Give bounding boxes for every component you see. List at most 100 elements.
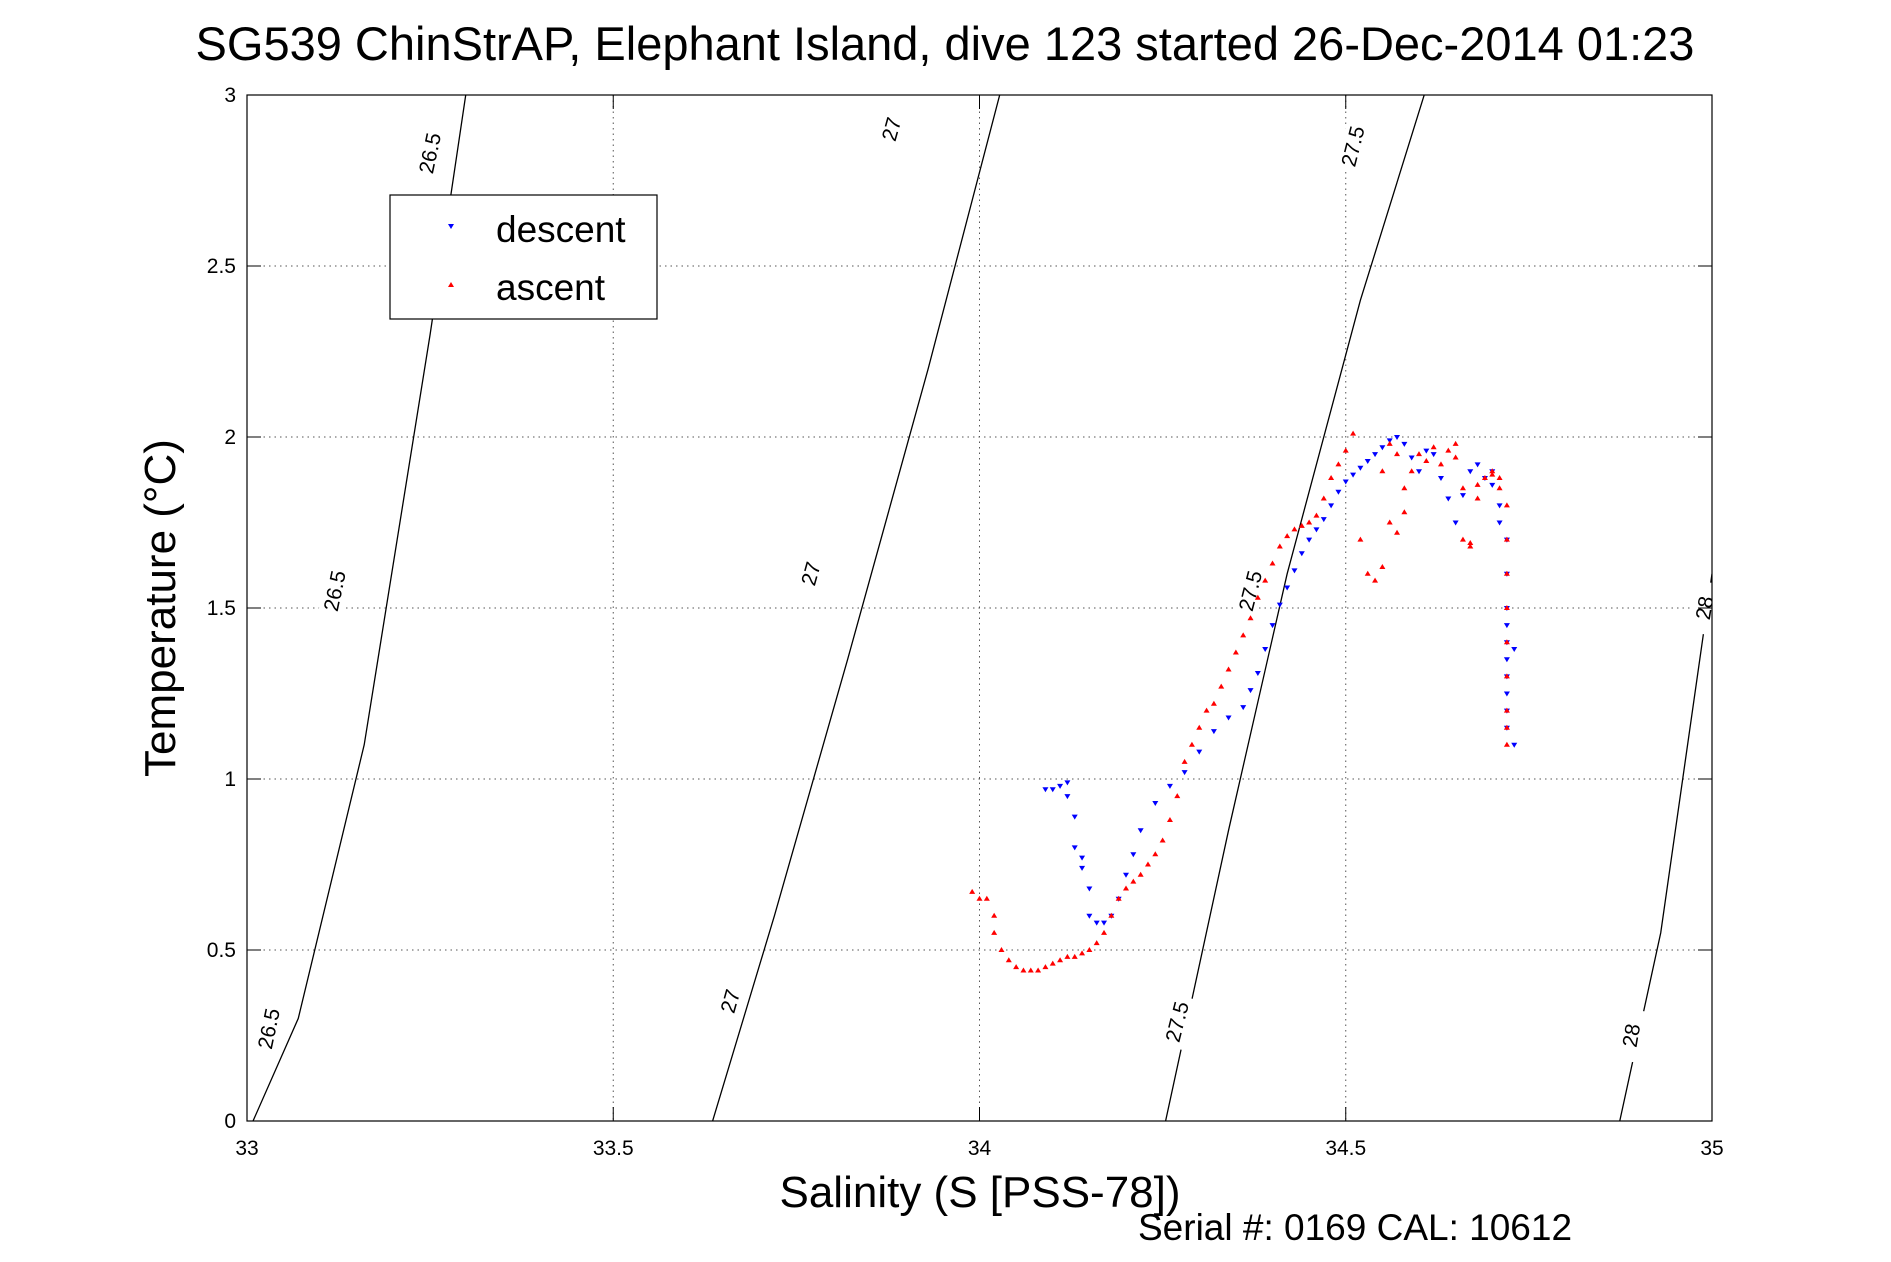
ascent-point — [1423, 457, 1430, 463]
ascent-point — [983, 895, 990, 901]
ascent-point — [1115, 895, 1122, 901]
ascent-point — [1503, 536, 1510, 542]
descent-point — [1247, 688, 1254, 694]
legend-label-descent: descent — [496, 209, 626, 250]
ascent-point — [1357, 536, 1364, 542]
ascent-point — [1386, 440, 1393, 446]
ascent-point — [1350, 430, 1357, 436]
ascent-point — [1232, 649, 1239, 655]
ascent-point — [1093, 940, 1100, 946]
descent-point — [1093, 920, 1100, 926]
ascent-point — [1130, 878, 1137, 884]
ascent-point — [1313, 512, 1320, 518]
grid-lines — [247, 95, 1712, 1121]
descent-point — [1166, 783, 1173, 789]
x-tick-label: 35 — [1700, 1137, 1723, 1160]
ascent-point — [1386, 519, 1393, 525]
ascent-point — [1503, 741, 1510, 747]
ascent-point — [1452, 454, 1459, 460]
ascent-point — [1049, 960, 1056, 966]
descent-point — [1489, 482, 1496, 488]
ascent-point — [1306, 519, 1313, 525]
isopycnal-label-bg — [873, 100, 911, 158]
descent-point — [1137, 828, 1144, 834]
ascent-point — [1166, 817, 1173, 823]
ascent-point — [1005, 957, 1012, 963]
ascent-point — [991, 912, 998, 918]
ascent-point — [969, 888, 976, 894]
ascent-point — [1364, 570, 1371, 576]
isopycnal-label-bg — [1232, 562, 1269, 620]
descent-point — [1335, 489, 1342, 495]
y-tick-label: 0 — [224, 1110, 236, 1133]
descent-point — [1071, 845, 1078, 851]
descent-point — [1130, 852, 1137, 858]
y-tick-label: 3 — [224, 84, 236, 107]
legend-label-ascent: ascent — [496, 267, 606, 308]
ascent-point — [1262, 577, 1269, 583]
descent-point — [1357, 465, 1364, 471]
descent-point — [1445, 496, 1452, 502]
ascent-point — [1503, 570, 1510, 576]
ascent-point — [1159, 837, 1166, 843]
isopycnal-label-bg — [1159, 993, 1196, 1050]
ascent-point — [1320, 495, 1327, 501]
ascent-point — [1342, 447, 1349, 453]
ascent-point — [1503, 639, 1510, 645]
descent-point — [1064, 780, 1071, 786]
ascent-point — [1430, 444, 1437, 450]
descent-point — [1262, 647, 1269, 653]
y-tick-label: 2.5 — [207, 255, 236, 278]
isopycnal-label-bg — [1335, 118, 1372, 175]
descent-point — [1064, 794, 1071, 800]
ascent-point — [1196, 724, 1203, 730]
descent-point — [1364, 458, 1371, 464]
ascent-point — [1247, 615, 1254, 621]
ascent-point — [1071, 953, 1078, 959]
ascent-point — [991, 929, 998, 935]
ascent-point — [1394, 451, 1401, 457]
ascent-point — [1020, 967, 1027, 973]
isopycnal-label: 27 — [873, 100, 911, 158]
descent-point — [1057, 783, 1064, 789]
x-tick-label: 33.5 — [593, 1137, 634, 1160]
ascent-point — [1174, 793, 1181, 799]
ascent-point — [1401, 509, 1408, 515]
ascent-point — [1108, 912, 1115, 918]
descent-point — [1313, 527, 1320, 533]
descent-point — [1210, 729, 1217, 735]
ascent-point — [1503, 724, 1510, 730]
ascent-point — [1452, 440, 1459, 446]
ascent-point — [1503, 673, 1510, 679]
descent-point — [1496, 520, 1503, 526]
ascent-point — [1254, 594, 1261, 600]
descent-point — [1503, 691, 1510, 697]
ascent-point — [1496, 475, 1503, 481]
y-tick-label: 1 — [224, 768, 236, 791]
descent-point — [1467, 469, 1474, 475]
ascent-point — [1408, 468, 1415, 474]
isopycnal-line — [711, 95, 1001, 1121]
descent-point — [1416, 469, 1422, 475]
ascent-point — [976, 895, 983, 901]
ascent-point — [1027, 967, 1034, 973]
descent-point — [1079, 865, 1086, 871]
ascent-point — [1372, 577, 1379, 583]
ascent-point — [1474, 481, 1481, 487]
ascent-point — [998, 947, 1005, 952]
descent-point — [1408, 455, 1415, 461]
descent-point — [1328, 503, 1335, 509]
y-tick-label: 1.5 — [207, 597, 236, 620]
descent-point — [1342, 479, 1349, 485]
isopycnal-label-text: 28 — [1619, 1022, 1646, 1049]
ascent-point — [1474, 495, 1481, 501]
ascent-point — [1035, 967, 1042, 973]
y-axis-label: Temperature (°C) — [136, 439, 185, 777]
descent-point — [1071, 814, 1078, 820]
isopycnal-label-bg — [711, 973, 750, 1030]
ascent-point — [1203, 707, 1210, 713]
descent-point — [1379, 445, 1386, 451]
ascent-point — [1328, 475, 1335, 481]
legend: descent ascent — [389, 194, 658, 320]
